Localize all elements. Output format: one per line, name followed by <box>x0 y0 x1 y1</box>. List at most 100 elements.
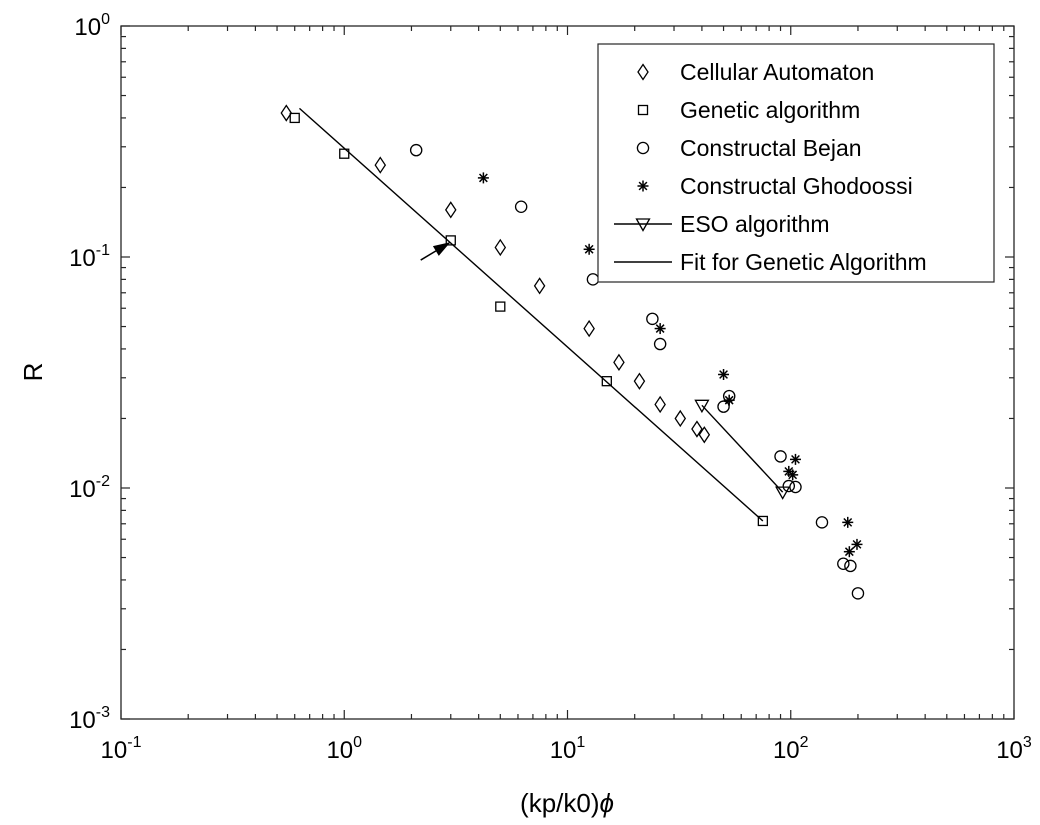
x-tick-label-exp: 0 <box>353 734 362 751</box>
data-point <box>691 420 703 438</box>
legend-marker <box>637 180 649 192</box>
x-tick-label: 10-1 <box>101 734 142 764</box>
legend-item: Cellular Automaton <box>637 59 874 85</box>
y-tick-label-exp: -3 <box>96 704 110 721</box>
legend-item: Constructal Ghodoossi <box>637 173 913 199</box>
legend-items: Cellular Automaton Genetic algorithm Const… <box>614 59 927 275</box>
data-point <box>815 516 829 529</box>
x-tick-label-base: 10 <box>996 737 1023 764</box>
x-tick-label-exp: 3 <box>1023 734 1032 751</box>
data-point <box>653 337 667 351</box>
data-point <box>494 238 507 257</box>
x-tick-label: 101 <box>550 734 586 764</box>
legend-item: Genetic algorithm <box>637 97 860 123</box>
x-tick-label-base: 10 <box>550 737 577 764</box>
data-point <box>601 376 612 387</box>
data-point <box>613 353 625 371</box>
y-tick-label: 100 <box>74 11 110 41</box>
legend-marker <box>636 141 650 155</box>
series-4 <box>694 399 791 500</box>
legend-marker <box>635 218 651 232</box>
y-axis-label: R <box>18 363 48 382</box>
data-point <box>842 516 854 528</box>
data-point <box>789 453 801 465</box>
y-tick-label-exp: -2 <box>96 473 110 490</box>
data-point <box>851 538 863 550</box>
data-point <box>782 479 796 493</box>
x-tick-label-exp: -1 <box>127 734 141 751</box>
legend: Cellular Automaton Genetic algorithm Const… <box>597 43 995 283</box>
series-1 <box>289 112 769 527</box>
legend-item: ESO algorithm <box>614 211 830 237</box>
data-point <box>495 301 506 312</box>
data-point <box>583 243 595 255</box>
data-point <box>694 399 710 414</box>
series-line <box>701 404 784 493</box>
data-point <box>674 409 687 428</box>
x-axis-label: (kp/k0)ϕ <box>520 788 614 818</box>
annotation-arrow <box>420 242 451 261</box>
series-3 <box>477 172 863 558</box>
data-point <box>583 319 595 338</box>
data-point <box>717 400 730 413</box>
data-point <box>409 143 423 157</box>
x-tick-label-exp: 1 <box>576 734 585 751</box>
y-tick-label-base: 10 <box>74 14 101 41</box>
series-5 <box>298 107 764 522</box>
data-point <box>837 557 850 570</box>
series-line <box>298 107 764 522</box>
legend-label: Fit for Genetic Algorithm <box>680 249 927 275</box>
x-tick-label-exp: 2 <box>800 734 809 751</box>
data-point <box>339 148 350 159</box>
data-point <box>843 546 855 558</box>
y-tick-label-base: 10 <box>69 707 96 734</box>
y-tick-label: 10-1 <box>69 242 110 272</box>
data-point <box>533 277 546 295</box>
x-tick-label-base: 10 <box>101 737 128 764</box>
data-point <box>444 201 457 219</box>
y-tick-label-exp: 0 <box>101 11 110 28</box>
x-axis-label-symbol: ϕ <box>600 788 614 818</box>
legend-label: Cellular Automaton <box>680 59 874 85</box>
x-tick-label: 100 <box>326 734 362 764</box>
x-tick-label: 103 <box>996 734 1032 764</box>
data-point <box>757 515 769 527</box>
data-point <box>851 587 865 600</box>
data-point <box>698 426 711 444</box>
data-point <box>646 312 659 326</box>
data-point <box>654 395 666 414</box>
data-point <box>775 486 791 500</box>
data-point <box>445 235 456 246</box>
legend-item: Fit for Genetic Algorithm <box>614 249 927 275</box>
data-point <box>774 450 787 463</box>
data-point <box>844 559 857 573</box>
y-tick-label: 10-3 <box>69 704 110 734</box>
legend-marker <box>637 104 649 116</box>
data-point <box>280 104 293 122</box>
legend-label: Constructal Bejan <box>680 135 862 161</box>
data-point <box>718 368 730 380</box>
data-point <box>477 172 489 184</box>
y-tick-label: 10-2 <box>69 473 110 503</box>
axis-ticks <box>120 25 1015 720</box>
y-tick-label-exp: -1 <box>96 242 110 259</box>
legend-marker <box>637 63 649 81</box>
legend-label: ESO algorithm <box>680 211 830 237</box>
legend-box <box>597 43 995 283</box>
legend-label: Constructal Ghodoossi <box>680 173 913 199</box>
x-tick-label-base: 10 <box>326 737 353 764</box>
legend-item: Constructal Bejan <box>636 135 862 161</box>
data-point <box>787 469 799 481</box>
data-point <box>633 372 646 390</box>
data-point <box>374 156 387 174</box>
series-0 <box>280 104 711 444</box>
data-point <box>654 323 666 335</box>
y-tick-label-base: 10 <box>69 245 96 272</box>
series-layer <box>280 104 865 600</box>
y-tick-label-base: 10 <box>69 476 96 503</box>
data-point <box>289 112 300 124</box>
x-tick-label-base: 10 <box>773 737 800 764</box>
annotation-layer <box>420 242 451 261</box>
